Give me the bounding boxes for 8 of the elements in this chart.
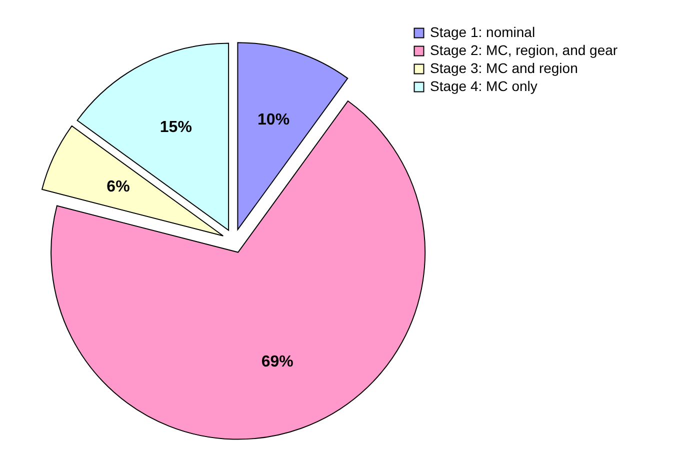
legend-label: Stage 1: nominal bbox=[430, 24, 536, 40]
data-label: 15% bbox=[160, 119, 192, 136]
data-label: 10% bbox=[258, 111, 290, 128]
legend-label: Stage 4: MC only bbox=[430, 78, 538, 94]
data-label: 6% bbox=[106, 178, 130, 196]
data-label: 69% bbox=[261, 353, 294, 370]
legend-label: Stage 2: MC, region, and gear bbox=[430, 42, 618, 58]
legend-label: Stage 3: MC and region bbox=[430, 60, 578, 76]
